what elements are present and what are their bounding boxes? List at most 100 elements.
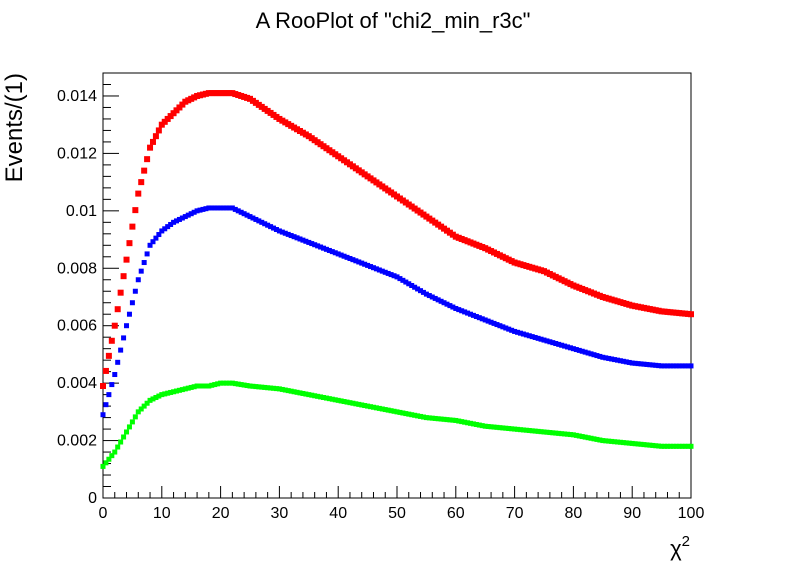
x-tick-label: 20 [212, 505, 230, 522]
data-point [550, 340, 556, 346]
data-point [253, 216, 259, 222]
data-point [647, 362, 653, 368]
data-point [341, 399, 347, 405]
y-tick-label: 0.004 [57, 375, 97, 392]
data-point [152, 133, 159, 140]
data-point [523, 332, 529, 338]
data-point [688, 311, 694, 318]
data-point [647, 442, 653, 448]
data-point [573, 347, 579, 353]
data-point [520, 331, 526, 337]
data-point [268, 385, 274, 391]
data-point [682, 363, 688, 369]
data-point [453, 305, 459, 311]
data-point [629, 360, 635, 366]
data-point [100, 383, 106, 390]
data-point [659, 363, 665, 369]
data-point [121, 335, 127, 341]
data-point [153, 235, 159, 241]
x-axis-title-superscript: 2 [682, 533, 690, 550]
data-point [132, 414, 138, 420]
data-point [462, 309, 468, 315]
data-point [147, 144, 154, 151]
data-point [294, 235, 300, 241]
data-point [197, 383, 203, 389]
data-point [300, 390, 306, 396]
data-point [473, 314, 479, 320]
data-point [532, 334, 538, 340]
data-point [559, 431, 565, 437]
data-point [664, 363, 670, 369]
data-point [485, 318, 491, 324]
data-point [291, 389, 297, 395]
data-point [318, 394, 324, 400]
data-point [132, 288, 138, 294]
data-point [497, 425, 503, 431]
data-point [600, 438, 606, 444]
data-point [138, 268, 144, 274]
data-point [123, 256, 130, 263]
data-point [149, 138, 156, 145]
data-point [479, 316, 485, 322]
data-point [432, 295, 438, 301]
data-point [432, 415, 438, 421]
data-point [606, 438, 612, 444]
data-point [526, 333, 532, 339]
data-point [174, 218, 179, 224]
data-point [235, 208, 241, 214]
data-point [512, 426, 518, 432]
data-point [276, 228, 282, 234]
data-point [415, 286, 421, 292]
data-point [656, 443, 662, 449]
data-point [350, 257, 356, 263]
data-point [476, 315, 482, 321]
data-point [388, 408, 394, 414]
data-point [653, 362, 659, 368]
data-point [179, 387, 185, 393]
data-point [256, 218, 262, 224]
data-point [468, 311, 473, 317]
data-point [512, 328, 518, 334]
data-point [517, 427, 523, 433]
data-point [450, 417, 456, 423]
data-point [529, 334, 535, 340]
data-point [106, 392, 112, 398]
data-point [556, 430, 562, 436]
data-point [129, 300, 135, 306]
data-point [303, 391, 309, 397]
data-point [444, 301, 450, 307]
data-point [473, 421, 479, 427]
x-tick-label: 0 [99, 505, 108, 522]
data-point [326, 396, 332, 402]
data-point [115, 444, 121, 450]
data-point [156, 232, 162, 238]
data-point [615, 357, 620, 363]
data-point [250, 383, 256, 389]
x-axis-title-symbol: χ [670, 536, 682, 561]
data-point [406, 411, 412, 417]
data-point [500, 425, 506, 431]
data-point [347, 256, 353, 262]
data-point [450, 304, 456, 310]
data-point [182, 214, 188, 220]
data-point [688, 363, 694, 369]
data-point [179, 215, 185, 221]
data-point [459, 308, 465, 314]
x-axis-title: χ2 [670, 533, 690, 561]
data-point [150, 396, 156, 402]
data-point [117, 289, 124, 296]
data-point [206, 205, 212, 211]
data-point [165, 224, 171, 230]
data-point [138, 406, 144, 412]
data-point [541, 429, 547, 435]
data-point [218, 205, 224, 211]
data-point [232, 206, 238, 212]
data-point [418, 288, 424, 294]
data-point [379, 406, 385, 412]
data-point [479, 423, 485, 429]
data-point [594, 436, 600, 442]
data-point [579, 434, 585, 440]
x-tick-label: 60 [447, 505, 465, 522]
data-point [441, 300, 447, 306]
data-point [144, 156, 151, 163]
